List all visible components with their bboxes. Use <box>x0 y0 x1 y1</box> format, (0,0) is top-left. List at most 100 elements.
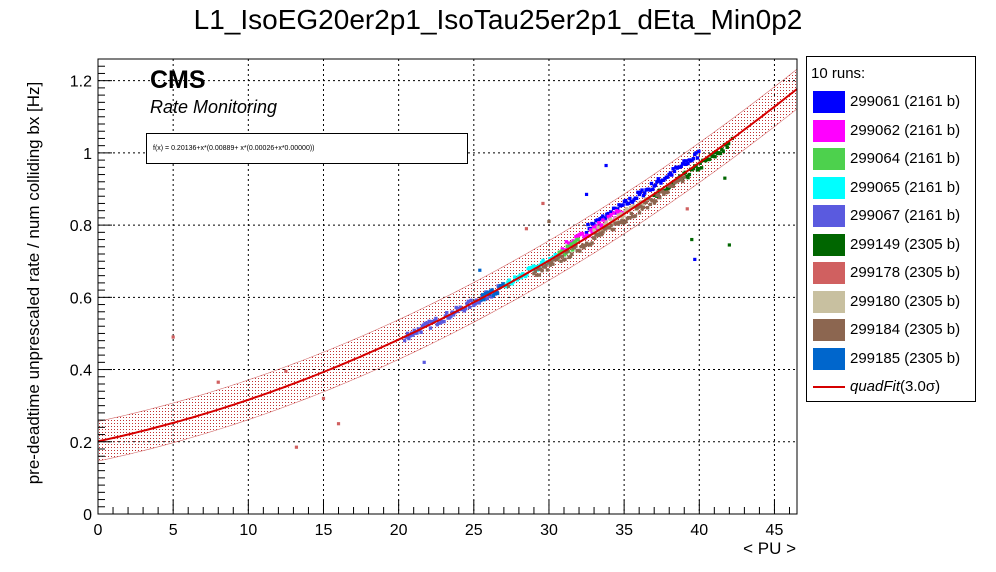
data-point-7 <box>624 207 629 211</box>
data-point-2 <box>573 240 578 244</box>
data-point-8 <box>559 259 563 263</box>
data-point-4 <box>454 305 458 310</box>
data-point-8 <box>639 204 643 208</box>
data-point-0 <box>659 181 663 185</box>
data-point-1 <box>567 241 571 245</box>
legend-swatch <box>813 233 845 256</box>
outlier-point-5 <box>727 243 731 247</box>
data-point-8 <box>544 263 548 267</box>
data-point-4 <box>407 336 411 341</box>
legend-label: 299067 (2161 b) <box>850 207 961 224</box>
data-point-7 <box>596 225 600 229</box>
data-point-0 <box>694 151 698 155</box>
data-point-1 <box>564 240 569 244</box>
data-point-8 <box>536 267 540 271</box>
legend-header: 10 runs: <box>811 65 866 82</box>
data-point-5 <box>720 147 724 151</box>
data-point-8 <box>548 263 552 267</box>
data-point-8 <box>629 211 634 216</box>
data-point-3 <box>540 260 544 265</box>
data-point-0 <box>670 173 674 177</box>
data-point-8 <box>616 222 620 226</box>
data-point-4 <box>411 333 415 337</box>
data-point-3 <box>527 266 532 270</box>
y-tick-label: 1 <box>83 146 92 163</box>
x-tick-label: 30 <box>540 522 558 539</box>
data-point-0 <box>668 171 673 175</box>
data-point-8 <box>551 262 555 266</box>
data-point-1 <box>599 223 604 227</box>
data-point-8 <box>681 179 685 184</box>
data-point-8 <box>648 202 652 207</box>
legend-swatch <box>813 148 845 170</box>
x-tick-label: 40 <box>690 522 708 539</box>
data-point-8 <box>547 260 551 265</box>
x-tick-label: 20 <box>390 522 408 539</box>
data-point-8 <box>566 249 570 253</box>
x-axis-label: < PU > <box>743 539 796 558</box>
data-point-0 <box>666 175 670 179</box>
data-point-9 <box>491 293 496 298</box>
outlier-point-6 <box>321 396 326 401</box>
data-point-7 <box>619 212 623 216</box>
data-point-1 <box>593 226 597 231</box>
data-point-0 <box>679 164 683 169</box>
outlier-point-8 <box>547 219 551 224</box>
data-point-3 <box>531 264 536 268</box>
x-tick-label: 5 <box>169 522 178 539</box>
legend-entry: 299178 (2305 b) <box>807 259 977 287</box>
data-point-7 <box>607 224 611 228</box>
data-point-4 <box>426 322 430 326</box>
data-point-8 <box>682 175 686 179</box>
data-point-4 <box>432 318 437 323</box>
data-point-0 <box>613 206 617 211</box>
y-tick-label: 0.4 <box>70 363 92 380</box>
data-point-4 <box>419 330 423 335</box>
data-point-3 <box>506 280 510 284</box>
plot-area <box>98 59 797 514</box>
outlier-point-6 <box>524 227 529 231</box>
legend-swatch <box>813 119 845 142</box>
data-point-3 <box>518 273 522 277</box>
data-point-0 <box>634 196 639 201</box>
data-point-1 <box>614 209 619 213</box>
data-point-1 <box>597 221 601 225</box>
data-point-0 <box>584 231 589 235</box>
data-point-0 <box>671 167 675 171</box>
fit-band-lower-edge <box>97 108 798 462</box>
data-point-8 <box>671 184 675 189</box>
fit-curve <box>97 88 798 443</box>
legend-label: 299062 (2161 b) <box>850 121 961 139</box>
data-point-8 <box>532 271 536 276</box>
legend-entry: 299064 (2161 b) <box>807 145 977 173</box>
data-point-8 <box>651 199 655 203</box>
data-point-8 <box>644 200 648 205</box>
data-point-1 <box>580 232 585 236</box>
outlier-point-6 <box>294 445 299 449</box>
data-point-8 <box>549 260 554 264</box>
data-point-9 <box>479 298 484 302</box>
data-point-3 <box>553 253 557 257</box>
data-point-8 <box>543 265 547 269</box>
data-point-8 <box>607 226 612 230</box>
data-point-4 <box>469 298 473 303</box>
data-point-8 <box>624 219 628 224</box>
x-tick-label: 10 <box>239 522 257 539</box>
data-point-0 <box>630 200 635 204</box>
outlier-point-4 <box>422 360 426 364</box>
data-point-8 <box>662 192 666 196</box>
rate-monitoring-label: Rate Monitoring <box>150 97 278 117</box>
legend-label: 299064 (2161 b) <box>850 150 961 167</box>
data-point-1 <box>594 224 598 228</box>
data-point-0 <box>586 222 590 227</box>
data-point-5 <box>691 166 696 171</box>
data-point-8 <box>609 223 613 228</box>
data-point-8 <box>601 230 605 234</box>
data-point-9 <box>486 290 490 294</box>
outlier-point-0 <box>693 257 697 262</box>
data-point-5 <box>710 154 715 159</box>
outlier-point-5 <box>723 176 727 180</box>
outlier-point-6 <box>336 422 341 426</box>
data-point-4 <box>449 314 453 319</box>
data-point-4 <box>412 328 416 333</box>
